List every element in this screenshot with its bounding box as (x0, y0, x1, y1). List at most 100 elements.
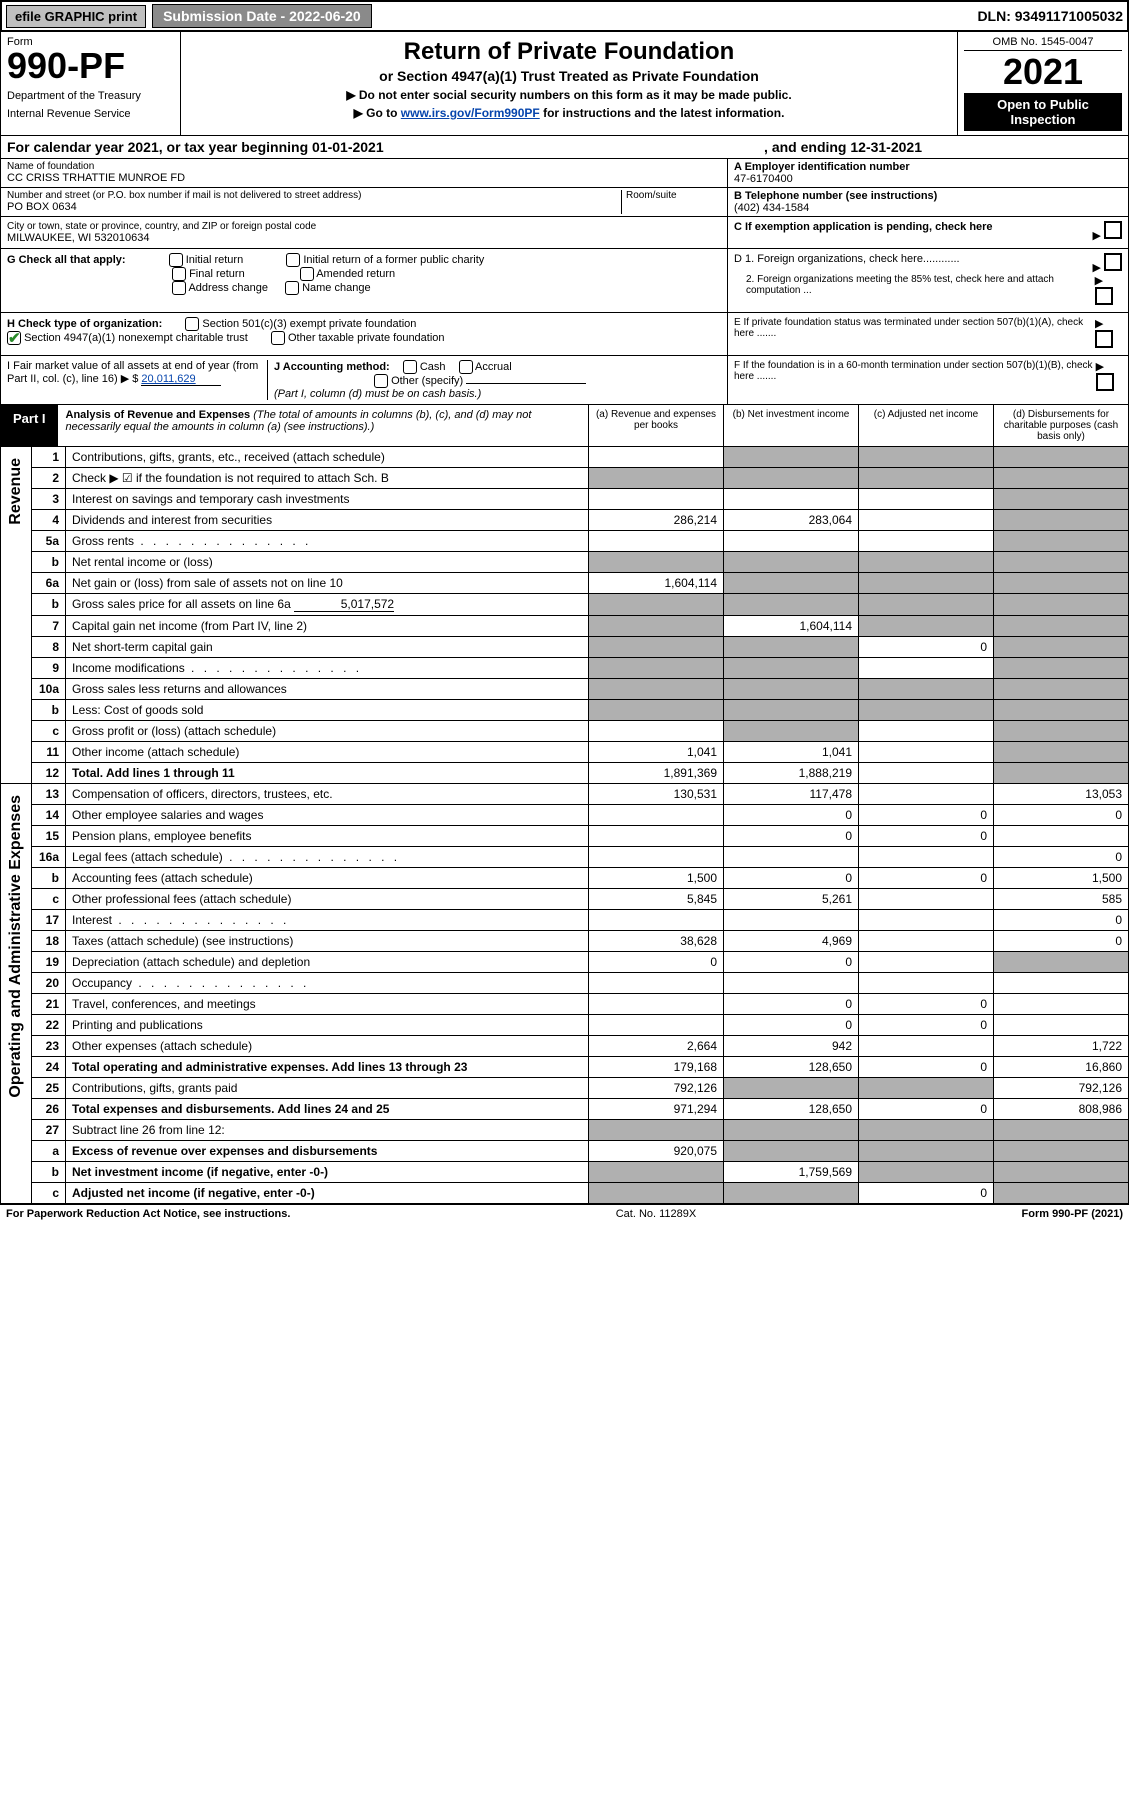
h-e-row: H Check type of organization: Section 50… (0, 313, 1129, 356)
table-row: bAccounting fees (attach schedule)1,5000… (1, 868, 1129, 889)
line-11-b: 1,041 (724, 742, 859, 763)
line-16b-b: 0 (724, 868, 859, 889)
form-number: 990-PF (7, 48, 174, 84)
line-16b-a: 1,500 (589, 868, 724, 889)
line-15: Pension plans, employee benefits (66, 826, 589, 847)
form-subtitle1: or Section 4947(a)(1) Trust Treated as P… (189, 68, 949, 84)
line-16b: Accounting fees (attach schedule) (66, 868, 589, 889)
c-checkbox[interactable] (1104, 221, 1122, 239)
table-row: 12Total. Add lines 1 through 111,891,369… (1, 763, 1129, 784)
line-6b-value: 5,017,572 (294, 597, 394, 612)
line-22-c: 0 (859, 1015, 994, 1036)
f-checkbox[interactable] (1096, 373, 1114, 391)
table-row: 10aGross sales less returns and allowanc… (1, 679, 1129, 700)
g-d-row: G Check all that apply: Initial return I… (0, 249, 1129, 313)
line-13-a: 130,531 (589, 784, 724, 805)
table-row: bGross sales price for all assets on lin… (1, 594, 1129, 616)
line-23-b: 942 (724, 1036, 859, 1057)
line-16c-d: 585 (994, 889, 1129, 910)
cash-checkbox[interactable] (403, 360, 417, 374)
line-26: Total expenses and disbursements. Add li… (72, 1102, 389, 1116)
f-label: F If the foundation is in a 60-month ter… (734, 360, 1096, 400)
col-d-header: (d) Disbursements for charitable purpose… (993, 405, 1128, 446)
table-row: 11Other income (attach schedule)1,0411,0… (1, 742, 1129, 763)
efile-print-button[interactable]: efile GRAPHIC print (6, 5, 146, 28)
line-27a-a: 920,075 (589, 1141, 724, 1162)
line-9: Income modifications (66, 658, 589, 679)
c-label: C If exemption application is pending, c… (734, 221, 993, 244)
address-label: Number and street (or P.O. box number if… (7, 190, 621, 201)
line-16a-d: 0 (994, 847, 1129, 868)
line-24-d: 16,860 (994, 1057, 1129, 1078)
table-row: 18Taxes (attach schedule) (see instructi… (1, 931, 1129, 952)
line-5a: Gross rents (66, 531, 589, 552)
table-row: Operating and Administrative Expenses 13… (1, 784, 1129, 805)
amended-return-checkbox[interactable] (300, 267, 314, 281)
line-16b-c: 0 (859, 868, 994, 889)
form-subtitle2a: ▶ Do not enter social security numbers o… (189, 88, 949, 102)
fmv-value[interactable]: 20,011,629 (141, 373, 221, 386)
table-row: 7Capital gain net income (from Part IV, … (1, 616, 1129, 637)
col-b-header: (b) Net investment income (723, 405, 858, 446)
line-21-b: 0 (724, 994, 859, 1015)
efile-topbar: efile GRAPHIC print Submission Date - 20… (0, 0, 1129, 32)
col-c-header: (c) Adjusted net income (858, 405, 993, 446)
calendar-end: , and ending 12-31-2021 (764, 139, 922, 155)
initial-return-label: Initial return (186, 254, 243, 266)
h3-label: Other taxable private foundation (288, 332, 445, 344)
part1-table: Revenue 1Contributions, gifts, grants, e… (0, 447, 1129, 1204)
line-24-c: 0 (859, 1057, 994, 1078)
address-change-checkbox[interactable] (172, 281, 186, 295)
line-14-c: 0 (859, 805, 994, 826)
other-method-checkbox[interactable] (374, 374, 388, 388)
line-18-a: 38,628 (589, 931, 724, 952)
line-12-a: 1,891,369 (589, 763, 724, 784)
dln: DLN: 93491171005032 (977, 8, 1123, 24)
d1-checkbox[interactable] (1104, 253, 1122, 271)
table-row: 21Travel, conferences, and meetings00 (1, 994, 1129, 1015)
irs-link[interactable]: www.irs.gov/Form990PF (401, 106, 540, 120)
h1-label: Section 501(c)(3) exempt private foundat… (202, 318, 416, 330)
ein-value: 47-6170400 (734, 173, 1122, 185)
line-4-b: 283,064 (724, 510, 859, 531)
line-18-d: 0 (994, 931, 1129, 952)
d2-checkbox[interactable] (1095, 287, 1113, 305)
omb-number: OMB No. 1545-0047 (964, 36, 1122, 51)
form-ref: Form 990-PF (2021) (1022, 1208, 1123, 1220)
line-13-d: 13,053 (994, 784, 1129, 805)
line-4-a: 286,214 (589, 510, 724, 531)
room-label: Room/suite (626, 190, 721, 201)
h1-checkbox[interactable] (185, 317, 199, 331)
e-checkbox[interactable] (1095, 330, 1113, 348)
line-11: Other income (attach schedule) (66, 742, 589, 763)
line-15-b: 0 (724, 826, 859, 847)
part1-tab: Part I (1, 405, 58, 446)
line-18: Taxes (attach schedule) (see instruction… (66, 931, 589, 952)
name-change-checkbox[interactable] (285, 281, 299, 295)
line-7-b: 1,604,114 (724, 616, 859, 637)
line-13: Compensation of officers, directors, tru… (66, 784, 589, 805)
opex-sidelabel: Operating and Administrative Expenses (7, 787, 25, 1106)
table-row: 26Total expenses and disbursements. Add … (1, 1099, 1129, 1120)
table-row: 23Other expenses (attach schedule)2,6649… (1, 1036, 1129, 1057)
h2-checkbox[interactable] (7, 331, 21, 345)
address-change-label: Address change (188, 282, 268, 294)
accrual-checkbox[interactable] (459, 360, 473, 374)
table-row: bNet investment income (if negative, ent… (1, 1162, 1129, 1183)
table-row: 15Pension plans, employee benefits00 (1, 826, 1129, 847)
line-8-c: 0 (859, 637, 994, 658)
line-12-b: 1,888,219 (724, 763, 859, 784)
line-27c: Adjusted net income (if negative, enter … (72, 1186, 315, 1200)
final-return-checkbox[interactable] (172, 267, 186, 281)
goto-prefix: ▶ Go to (354, 106, 401, 120)
h3-checkbox[interactable] (271, 331, 285, 345)
initial-return-checkbox[interactable] (169, 253, 183, 267)
line-16c: Other professional fees (attach schedule… (66, 889, 589, 910)
initial-former-checkbox[interactable] (286, 253, 300, 267)
line-13-b: 117,478 (724, 784, 859, 805)
calendar-begin: For calendar year 2021, or tax year begi… (7, 139, 384, 155)
table-row: cAdjusted net income (if negative, enter… (1, 1183, 1129, 1204)
line-26-b: 128,650 (724, 1099, 859, 1120)
line-2: Check ▶ ☑ if the foundation is not requi… (66, 468, 589, 489)
revenue-sidelabel: Revenue (7, 450, 25, 533)
